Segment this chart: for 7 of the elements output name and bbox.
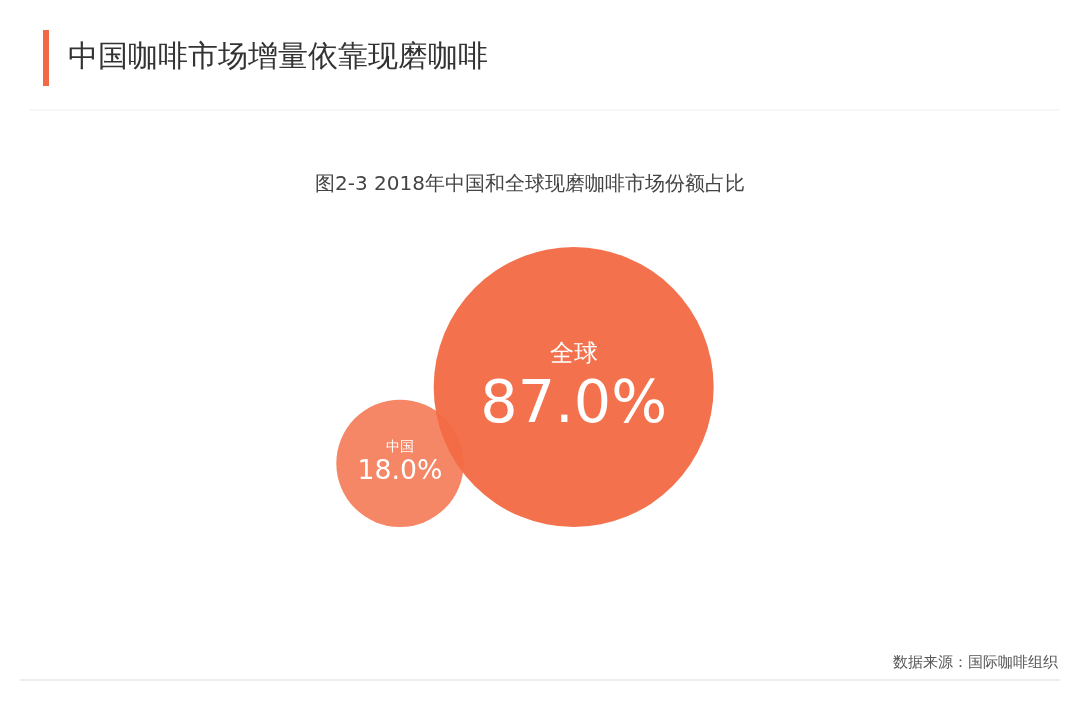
data-label: 87.0% — [480, 367, 668, 437]
text: 中国咖啡市场增量依靠现磨咖啡 — [68, 38, 488, 73]
data-label: 18.0% — [357, 454, 443, 486]
text: 图2-3 2018年中国和全球现磨咖啡市场份额占比 — [315, 171, 745, 195]
category-label: 中国 — [386, 438, 414, 455]
category-label: 全球 — [549, 338, 598, 367]
source-note: 数据来源：国际咖啡组织 — [893, 653, 1058, 671]
